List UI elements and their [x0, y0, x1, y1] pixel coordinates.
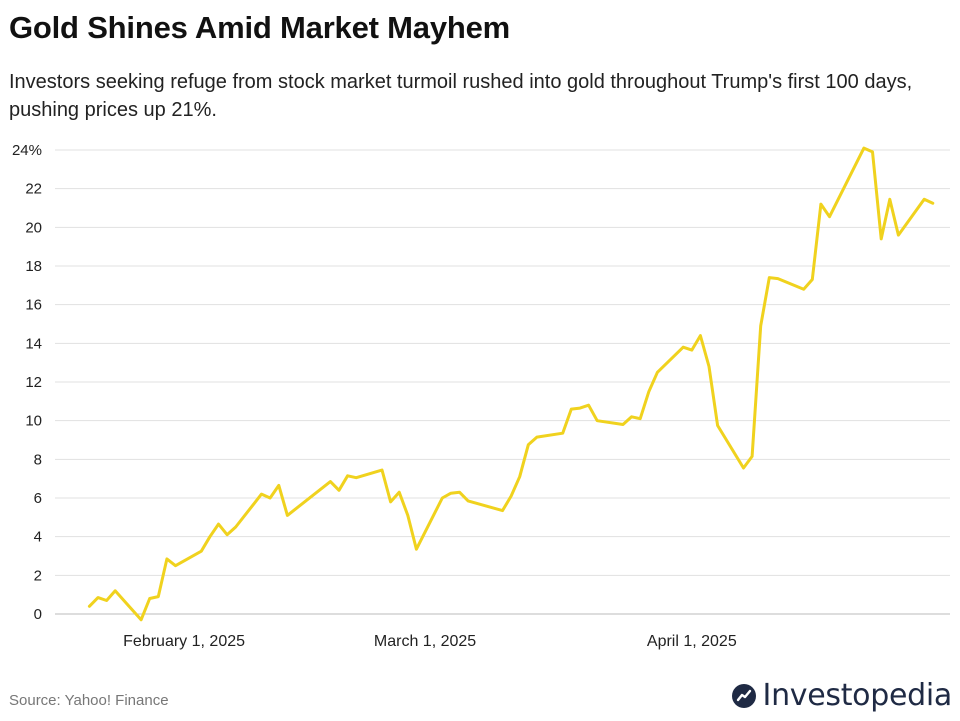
y-tick-label: 2 [34, 567, 42, 584]
x-tick-label: March 1, 2025 [374, 633, 476, 650]
chart-title: Gold Shines Amid Market Mayhem [9, 10, 511, 45]
investopedia-logo-icon [731, 683, 756, 708]
source-note: Source: Yahoo! Finance [9, 692, 169, 709]
y-tick-label: 4 [34, 529, 42, 546]
y-axis-ticks: 0 2 4 6 8 10 12 14 16 18 20 22 24% [12, 142, 42, 623]
x-tick-label: February 1, 2025 [123, 633, 245, 650]
y-tick-label: 18 [25, 258, 42, 275]
brand-name: Investopedia [762, 678, 953, 713]
line-chart: 0 2 4 6 8 10 12 14 16 18 20 22 24% February 1, 2025 M… [12, 142, 950, 650]
y-tick-label: 24% [12, 142, 42, 159]
y-tick-label: 20 [25, 219, 42, 236]
y-tick-label: 12 [25, 374, 42, 391]
chart-series [87, 146, 935, 622]
y-tick-label: 8 [34, 451, 42, 468]
series-line [87, 146, 935, 622]
x-axis-ticks: February 1, 2025 March 1, 2025 April 1, 20… [123, 633, 737, 650]
chart-gridlines [55, 149, 950, 615]
y-tick-label: 22 [25, 181, 42, 198]
y-tick-label: 0 [34, 606, 42, 623]
x-tick-label: April 1, 2025 [647, 633, 737, 650]
chart-subtitle: Investors seeking refuge from stock mark… [9, 71, 913, 121]
y-tick-label: 16 [25, 297, 42, 314]
y-tick-label: 14 [25, 335, 42, 352]
y-tick-label: 6 [34, 490, 42, 507]
y-tick-label: 10 [25, 413, 42, 430]
brand-logo: Investopedia [731, 678, 952, 713]
